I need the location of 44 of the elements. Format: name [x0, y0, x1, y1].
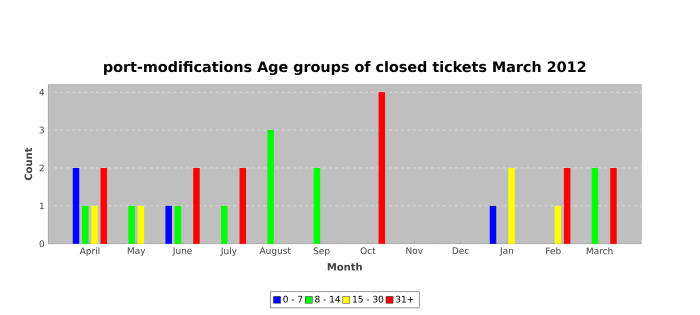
bar	[554, 206, 562, 244]
x-tick-label: May	[128, 247, 146, 256]
y-tick-label: 2	[40, 164, 44, 172]
bar	[72, 168, 80, 244]
bar	[610, 168, 617, 244]
x-tick-label: July	[220, 247, 237, 256]
x-tick-label: Jan	[500, 247, 514, 256]
chart-title: port-modifications Age groups of closed tickets March 2012	[104, 61, 586, 76]
bar	[174, 206, 182, 244]
bar	[82, 206, 89, 244]
y-tick-label: 0	[40, 240, 44, 248]
bar	[508, 168, 515, 244]
x-tick-label: Feb	[546, 247, 561, 254]
bar	[378, 92, 386, 244]
x-axis-title: Month	[328, 263, 362, 271]
bar	[138, 206, 144, 244]
bar	[128, 206, 135, 244]
y-tick-label: 4	[39, 88, 44, 96]
bar	[592, 168, 598, 244]
x-tick-label: Dec	[452, 247, 469, 254]
bar	[564, 168, 570, 244]
x-tick-label: Nov	[406, 247, 423, 254]
x-tick-label: March	[586, 247, 612, 254]
x-tick-label: April	[80, 247, 100, 256]
bar	[100, 168, 108, 244]
x-tick-label: August	[260, 247, 291, 256]
legend-label: 31+	[396, 296, 414, 303]
y-axis-title: Count	[24, 148, 32, 180]
y-tick-label: 3	[40, 126, 44, 134]
x-tick-label: Sep	[314, 247, 330, 256]
legend-label: 8 - 14	[315, 296, 340, 303]
legend-label: 0 - 7	[283, 296, 302, 303]
x-tick-label: June	[172, 247, 192, 256]
bar	[91, 206, 98, 244]
bar	[267, 130, 274, 244]
bar	[490, 206, 496, 244]
bar	[165, 206, 172, 244]
bar	[314, 168, 320, 244]
bar	[193, 168, 200, 244]
x-tick-label: Oct	[360, 247, 376, 254]
y-tick-label: 1	[40, 202, 44, 210]
legend-label: 15 - 30	[353, 296, 384, 303]
bar	[221, 206, 228, 244]
bar	[240, 168, 246, 244]
